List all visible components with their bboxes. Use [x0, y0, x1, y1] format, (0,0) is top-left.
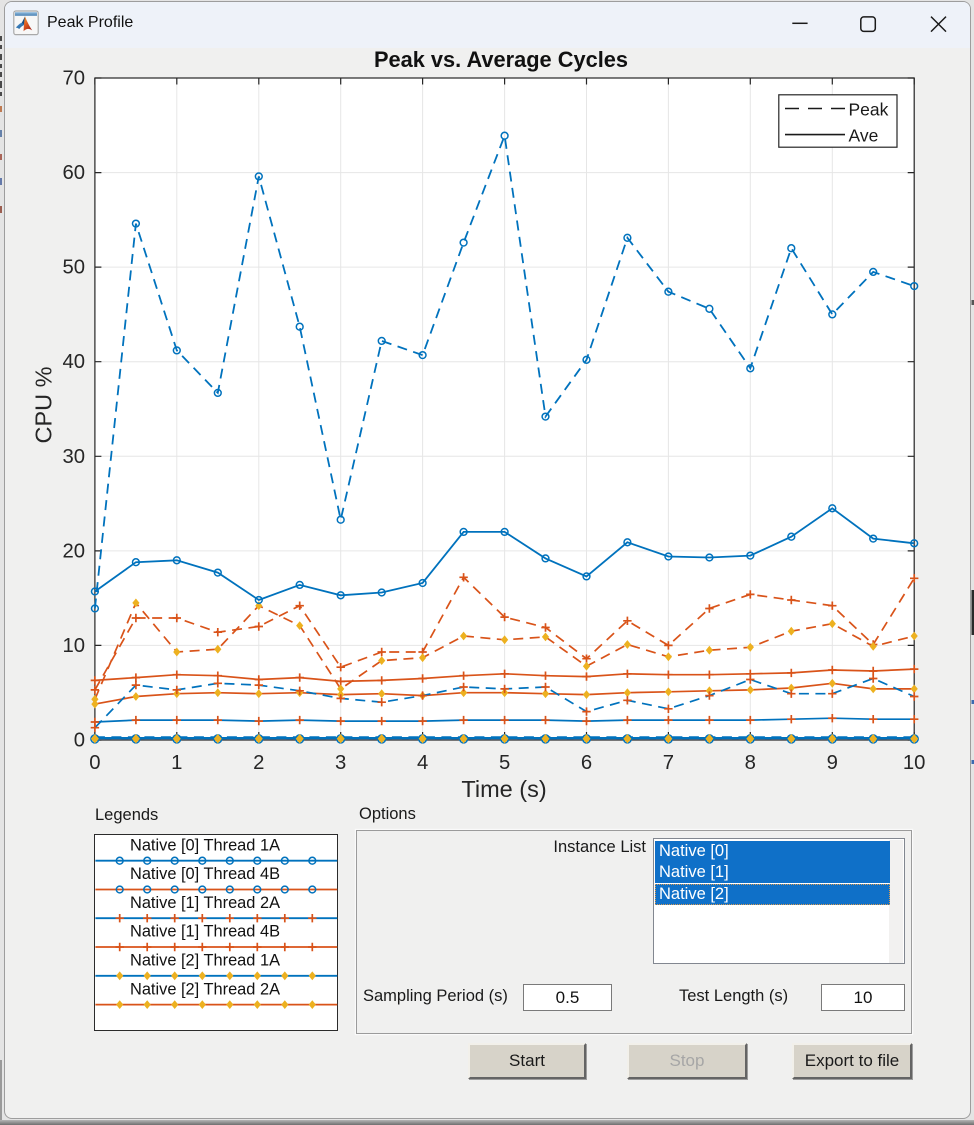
- svg-text:9: 9: [827, 752, 838, 774]
- svg-text:Peak vs. Average Cycles: Peak vs. Average Cycles: [374, 47, 628, 72]
- svg-text:60: 60: [62, 162, 85, 184]
- svg-text:5: 5: [499, 752, 510, 774]
- svg-text:0: 0: [89, 752, 100, 774]
- svg-text:8: 8: [745, 752, 756, 774]
- svg-text:3: 3: [335, 752, 346, 774]
- svg-text:Time (s): Time (s): [461, 776, 546, 802]
- svg-text:Native [1] Thread 2A: Native [1] Thread 2A: [130, 894, 280, 912]
- svg-text:Ave: Ave: [849, 126, 879, 146]
- svg-text:0: 0: [74, 730, 85, 752]
- svg-text:Native [1] Thread 4B: Native [1] Thread 4B: [130, 923, 280, 941]
- svg-text:2: 2: [253, 752, 264, 774]
- svg-text:40: 40: [62, 351, 85, 373]
- svg-text:30: 30: [62, 446, 85, 468]
- svg-text:CPU %: CPU %: [31, 366, 57, 443]
- svg-text:7: 7: [663, 752, 674, 774]
- svg-text:Native [0] Thread 4B: Native [0] Thread 4B: [130, 865, 280, 883]
- svg-text:10: 10: [903, 752, 926, 774]
- svg-text:6: 6: [581, 752, 592, 774]
- svg-text:50: 50: [62, 257, 85, 279]
- svg-text:Native [2] Thread 2A: Native [2] Thread 2A: [130, 980, 280, 998]
- svg-text:1: 1: [171, 752, 182, 774]
- svg-text:10: 10: [62, 635, 85, 657]
- svg-text:20: 20: [62, 540, 85, 562]
- svg-text:Native [0] Thread 1A: Native [0] Thread 1A: [130, 836, 280, 854]
- svg-text:4: 4: [417, 752, 428, 774]
- svg-text:70: 70: [62, 68, 85, 90]
- svg-text:Native [2] Thread 1A: Native [2] Thread 1A: [130, 952, 280, 970]
- svg-text:Peak: Peak: [849, 100, 889, 120]
